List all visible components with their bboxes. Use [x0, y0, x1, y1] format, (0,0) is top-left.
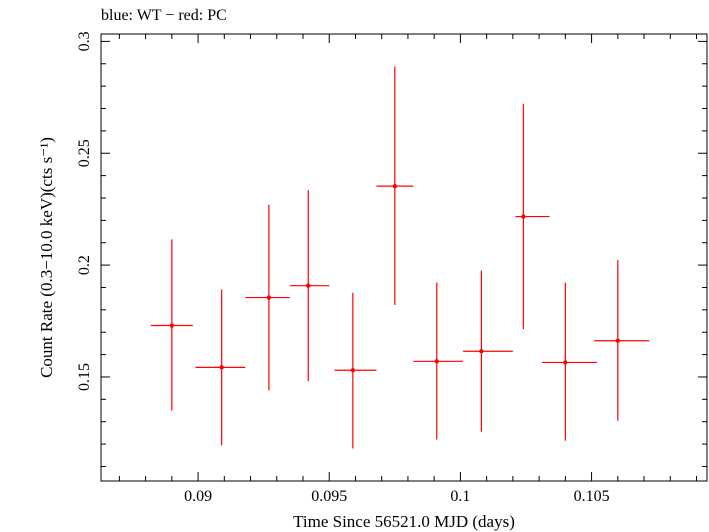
x-tick-label: 0.105 [574, 488, 610, 505]
x-axis-label: Time Since 56521.0 MJD (days) [293, 512, 515, 531]
data-marker [392, 183, 398, 189]
x-tick-label: 0.095 [311, 488, 347, 505]
data-marker [169, 323, 175, 328]
y-tick-label: 0.15 [76, 363, 93, 391]
data-point [150, 239, 193, 411]
plot-frame [100, 33, 708, 482]
data-point [376, 66, 414, 305]
data-marker [306, 283, 311, 288]
data-marker [434, 359, 439, 364]
data-point [334, 292, 377, 449]
data-marker [615, 338, 621, 343]
data-point [515, 103, 550, 330]
data-point [413, 282, 464, 440]
y-tick-label: 0.2 [76, 255, 93, 275]
data-marker [350, 368, 356, 373]
x-tick-label: 0.1 [450, 488, 470, 505]
chart-title: blue: WT − red: PC [101, 7, 227, 24]
x-tick-label: 0.09 [184, 488, 212, 505]
data-marker [266, 295, 272, 300]
y-axis-label: Count Rate (0.3−10.0 keV)(cts s⁻¹) [37, 137, 56, 378]
x-axis: 0.09 0.095 0.1 0.105 [118, 34, 698, 505]
data-point [289, 190, 330, 382]
data-marker [563, 360, 568, 365]
data-series-pc [150, 66, 650, 449]
data-point [463, 270, 513, 432]
data-point [195, 289, 246, 446]
y-axis: 0.15 0.2 0.25 0.3 [76, 31, 707, 467]
data-marker [479, 349, 484, 354]
y-tick-label: 0.25 [76, 139, 93, 167]
data-point [541, 282, 597, 441]
y-tick-label: 0.3 [76, 31, 93, 51]
data-point [245, 204, 290, 391]
data-marker [521, 214, 526, 219]
data-point [594, 260, 650, 421]
data-marker [219, 365, 224, 370]
